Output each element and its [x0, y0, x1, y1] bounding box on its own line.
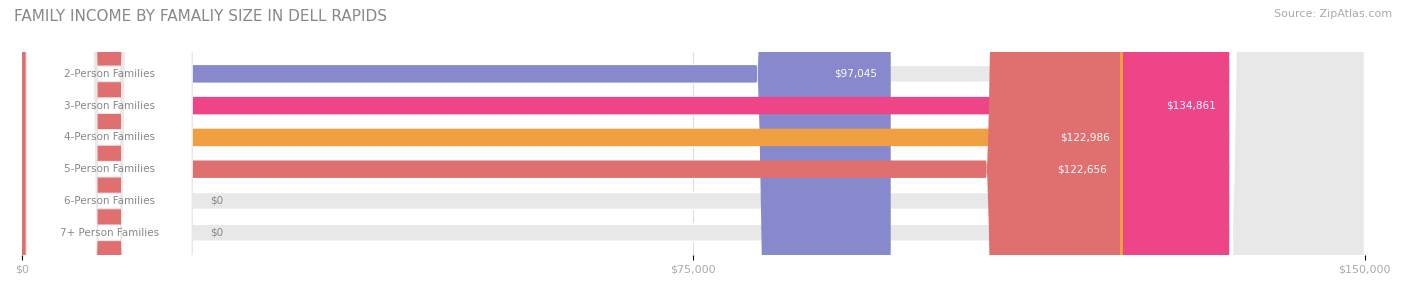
FancyBboxPatch shape: [22, 0, 1365, 305]
FancyBboxPatch shape: [27, 0, 193, 305]
FancyBboxPatch shape: [22, 0, 1365, 305]
FancyBboxPatch shape: [22, 0, 1365, 305]
Text: 4-Person Families: 4-Person Families: [63, 132, 155, 142]
Text: 3-Person Families: 3-Person Families: [63, 101, 155, 111]
FancyBboxPatch shape: [27, 0, 193, 305]
Text: $0: $0: [209, 196, 224, 206]
Text: FAMILY INCOME BY FAMALIY SIZE IN DELL RAPIDS: FAMILY INCOME BY FAMALIY SIZE IN DELL RA…: [14, 9, 387, 24]
Text: $97,045: $97,045: [834, 69, 877, 79]
FancyBboxPatch shape: [22, 0, 1123, 305]
Text: Source: ZipAtlas.com: Source: ZipAtlas.com: [1274, 9, 1392, 19]
Text: 6-Person Families: 6-Person Families: [63, 196, 155, 206]
FancyBboxPatch shape: [27, 0, 193, 305]
Text: $122,656: $122,656: [1057, 164, 1107, 174]
FancyBboxPatch shape: [22, 0, 1365, 305]
Text: $0: $0: [209, 228, 224, 238]
FancyBboxPatch shape: [22, 0, 1365, 305]
FancyBboxPatch shape: [22, 0, 1365, 305]
Text: $134,861: $134,861: [1166, 101, 1216, 111]
FancyBboxPatch shape: [22, 0, 891, 305]
Text: 5-Person Families: 5-Person Families: [63, 164, 155, 174]
FancyBboxPatch shape: [27, 0, 193, 305]
FancyBboxPatch shape: [22, 0, 1121, 305]
Text: 2-Person Families: 2-Person Families: [63, 69, 155, 79]
Text: 7+ Person Families: 7+ Person Families: [59, 228, 159, 238]
Text: $122,986: $122,986: [1060, 132, 1109, 142]
FancyBboxPatch shape: [27, 0, 193, 305]
FancyBboxPatch shape: [22, 0, 1229, 305]
FancyBboxPatch shape: [27, 0, 193, 305]
